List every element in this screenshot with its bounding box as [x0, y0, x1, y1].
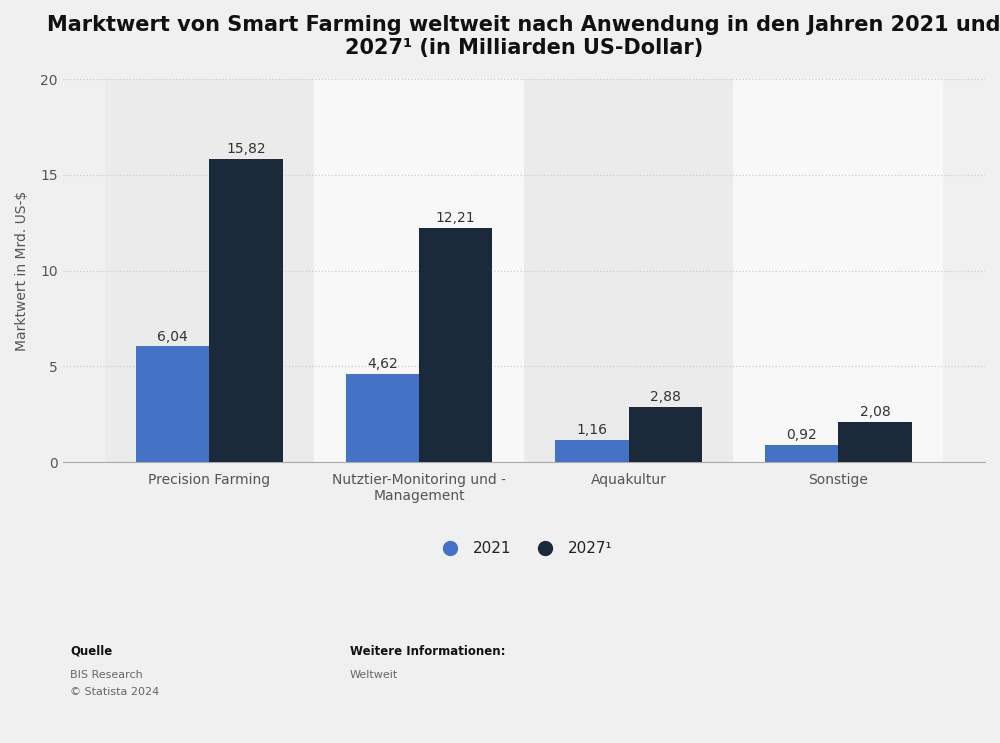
Bar	[733, 80, 943, 462]
Text: Weitere Informationen:: Weitere Informationen:	[350, 645, 506, 658]
Text: 2,88: 2,88	[650, 390, 681, 404]
Bar	[209, 159, 283, 462]
Text: BIS Research: BIS Research	[70, 670, 143, 680]
Bar	[136, 346, 209, 462]
Bar	[524, 80, 733, 462]
Legend: 2021, 2027¹: 2021, 2027¹	[429, 535, 619, 562]
Text: Weltweit: Weltweit	[350, 670, 398, 680]
Text: Quelle: Quelle	[70, 645, 112, 658]
Bar	[765, 444, 838, 462]
Text: 0,92: 0,92	[786, 428, 817, 441]
Y-axis label: Marktwert in Mrd. US-$: Marktwert in Mrd. US-$	[15, 190, 29, 351]
Text: 2,08: 2,08	[860, 406, 890, 420]
Text: 15,82: 15,82	[226, 143, 266, 156]
Bar	[419, 228, 492, 462]
Text: 4,62: 4,62	[367, 357, 398, 371]
Bar	[838, 422, 912, 462]
Bar	[629, 407, 702, 462]
Text: 1,16: 1,16	[576, 423, 607, 437]
Text: 12,21: 12,21	[436, 212, 475, 225]
Bar	[555, 440, 629, 462]
Title: Marktwert von Smart Farming weltweit nach Anwendung in den Jahren 2021 und
2027¹: Marktwert von Smart Farming weltweit nac…	[47, 15, 1000, 58]
Bar	[346, 374, 419, 462]
Text: © Statista 2024: © Statista 2024	[70, 687, 159, 697]
Bar	[314, 80, 524, 462]
Text: 6,04: 6,04	[157, 330, 188, 343]
Bar	[105, 80, 314, 462]
